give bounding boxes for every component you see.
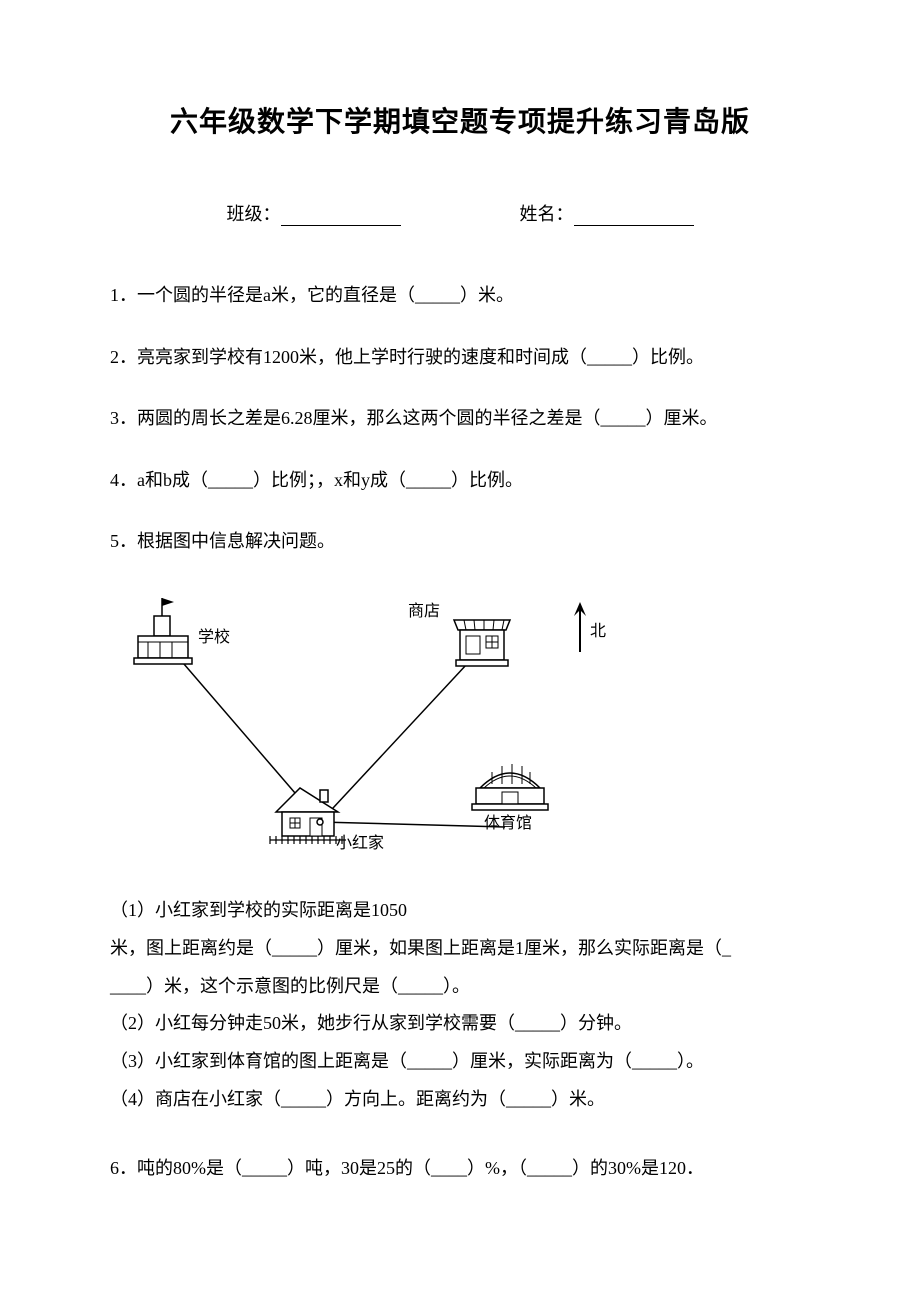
question-5-1b: 米，图上距离约是（_____）厘米，如果图上距离是1厘米，那么实际距离是（_	[110, 930, 810, 968]
shop-label: 商店	[408, 602, 440, 620]
question-4: 4．a和b成（_____）比例；，x和y成（_____）比例。	[110, 461, 810, 501]
question-5-2: （2）小红每分钟走50米，她步行从家到学校需要（_____）分钟。	[110, 1005, 810, 1043]
question-6: 6．吨的80%是（_____）吨，30是25的（____）%，（_____）的3…	[110, 1149, 810, 1189]
school-label: 学校	[198, 628, 230, 646]
map-svg: 学校 商店	[110, 582, 650, 862]
home-label: 小红家	[336, 834, 384, 852]
question-5-3: （3）小红家到体育馆的图上距离是（_____）厘米，实际距离为（_____）。	[110, 1043, 810, 1081]
question-5: 5．根据图中信息解决问题。	[110, 522, 810, 562]
page-title: 六年级数学下学期填空题专项提升练习青岛版	[110, 100, 810, 140]
info-row: 班级： 姓名：	[110, 200, 810, 226]
north-label: 北	[590, 622, 606, 640]
class-label: 班级：	[227, 200, 281, 226]
question-2: 2．亮亮家到学校有1200米，他上学时行驶的速度和时间成（_____）比例。	[110, 338, 810, 378]
question-1: 1．一个圆的半径是a米，它的直径是（_____）米。	[110, 276, 810, 316]
name-label: 姓名：	[520, 200, 574, 226]
name-blank	[574, 225, 694, 226]
map-diagram: 学校 商店	[110, 582, 810, 862]
question-3: 3．两圆的周长之差是6.28厘米，那么这两个圆的半径之差是（_____）厘米。	[110, 399, 810, 439]
question-5-1a: （1）小红家到学校的实际距离是1050	[110, 892, 810, 930]
question-5-4: （4）商店在小红家（_____）方向上。距离约为（_____）米。	[110, 1081, 810, 1119]
page: 六年级数学下学期填空题专项提升练习青岛版 班级： 姓名： 1．一个圆的半径是a米…	[0, 0, 920, 1302]
class-blank	[281, 225, 401, 226]
gym-label: 体育馆	[484, 814, 532, 832]
question-5-1c: ____）米，这个示意图的比例尺是（_____）。	[110, 968, 810, 1006]
